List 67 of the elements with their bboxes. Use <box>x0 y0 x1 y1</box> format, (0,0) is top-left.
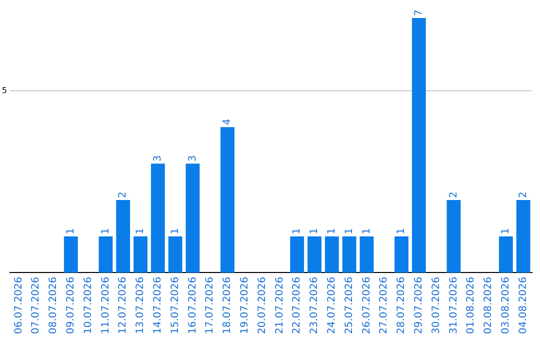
bar <box>290 236 304 273</box>
bar <box>342 236 356 273</box>
data-label: 1 <box>396 228 408 234</box>
data-label: 2 <box>448 192 460 198</box>
x-tick-label: 20.07.2026 <box>256 276 268 334</box>
ref-line-label: 5 <box>2 86 7 95</box>
x-tick-label: 19.07.2026 <box>239 276 250 334</box>
x-tick-label: 31.07.2026 <box>448 276 460 334</box>
data-label: 2 <box>118 192 129 198</box>
x-tick-label: 04.08.2026 <box>518 276 529 334</box>
bar <box>64 236 78 273</box>
data-label: 1 <box>100 228 112 234</box>
x-tick-label: 07.07.2026 <box>30 276 42 334</box>
x-tick-label: 16.07.2026 <box>187 276 198 334</box>
data-label: 1 <box>361 228 372 234</box>
bar <box>186 164 200 273</box>
data-label: 7 <box>413 10 424 16</box>
bar <box>98 236 113 273</box>
bar <box>134 236 148 273</box>
bar <box>412 18 426 273</box>
bar <box>324 236 339 273</box>
data-label: 1 <box>170 228 181 234</box>
x-tick-label: 28.07.2026 <box>396 276 408 334</box>
x-tick-label: 17.07.2026 <box>204 276 216 334</box>
bar <box>516 200 530 273</box>
x-tick-label: 25.07.2026 <box>344 276 355 334</box>
x-tick-label: 24.07.2026 <box>326 276 338 334</box>
data-label: 1 <box>344 228 355 234</box>
x-tick-label: 21.07.2026 <box>274 276 286 334</box>
bar <box>394 236 408 273</box>
data-label: 4 <box>222 118 234 126</box>
bar <box>220 127 234 273</box>
data-label: 1 <box>292 228 303 234</box>
bar <box>116 200 130 273</box>
x-tick-label: 22.07.2026 <box>292 276 303 334</box>
x-tick-label: 27.07.2026 <box>378 276 390 334</box>
data-label: 1 <box>500 228 512 234</box>
data-label: 1 <box>65 228 76 234</box>
x-tick-label: 01.08.2026 <box>466 276 477 334</box>
x-tick-label: 29.07.2026 <box>413 276 424 334</box>
data-label: 1 <box>326 228 338 234</box>
data-label: 1 <box>135 228 146 234</box>
bar <box>150 164 165 273</box>
bar <box>360 236 374 273</box>
x-tick-label: 02.08.2026 <box>483 276 494 334</box>
x-tick-label: 10.07.2026 <box>82 276 94 334</box>
data-label: 3 <box>152 155 164 162</box>
bar <box>168 236 182 273</box>
bar <box>498 236 513 273</box>
data-label: 2 <box>518 192 529 198</box>
bar <box>446 200 461 273</box>
x-tick-label: 09.07.2026 <box>65 276 76 334</box>
x-tick-label: 11.07.2026 <box>100 276 112 334</box>
x-tick-label: 03.08.2026 <box>500 276 512 334</box>
x-tick-label: 08.07.2026 <box>48 276 60 334</box>
x-tick-label: 18.07.2026 <box>222 276 234 334</box>
x-tick-label: 14.07.2026 <box>152 276 164 334</box>
x-tick-label: 13.07.2026 <box>135 276 146 334</box>
x-tick-label: 06.07.2026 <box>13 276 24 334</box>
x-tick-label: 23.07.2026 <box>309 276 320 334</box>
x-tick-label: 26.07.2026 <box>361 276 372 334</box>
x-tick-label: 30.07.2026 <box>430 276 442 334</box>
data-label: 1 <box>309 228 320 234</box>
x-tick-label: 12.07.2026 <box>118 276 129 334</box>
data-label: 3 <box>187 155 198 162</box>
bar <box>308 236 322 273</box>
x-tick-label: 15.07.2026 <box>170 276 181 334</box>
